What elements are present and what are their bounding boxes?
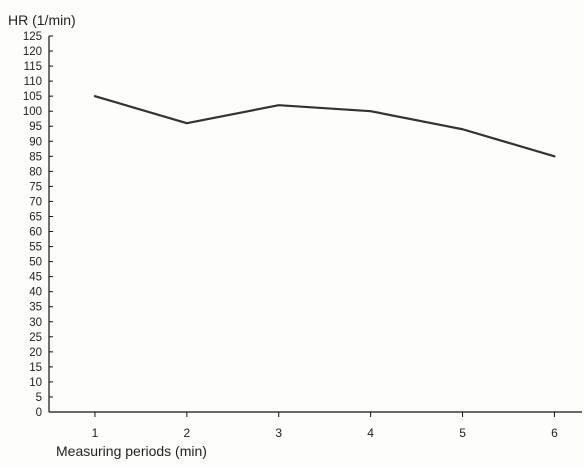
y-tick-label: 115 — [24, 61, 42, 73]
x-tick-label: 3 — [275, 426, 282, 440]
x-tick-label: 2 — [184, 426, 191, 440]
x-tick-label: 1 — [92, 426, 99, 440]
y-tick-label: 45 — [29, 272, 42, 284]
y-tick-label: 30 — [29, 317, 42, 329]
y-tick-label: 105 — [23, 91, 42, 103]
y-tick-label: 100 — [23, 106, 42, 118]
y-tick-label: 65 — [29, 211, 42, 223]
x-tick-label: 4 — [367, 426, 374, 440]
y-tick-label: 125 — [23, 31, 42, 43]
x-tick-label: 5 — [459, 426, 466, 440]
x-tick-label: 6 — [551, 426, 558, 440]
x-axis-ticks: 1 2 3 4 5 6 — [92, 412, 558, 440]
y-tick-label: 90 — [29, 136, 42, 148]
y-tick-label: 35 — [29, 302, 42, 314]
x-axis-label: Measuring periods (min) — [56, 443, 207, 459]
y-tick-label: 75 — [29, 181, 42, 193]
y-tick-label: 95 — [29, 121, 42, 133]
series-line — [93, 95, 556, 158]
y-axis-label: HR (1/min) — [8, 12, 76, 28]
y-tick-label: 70 — [29, 196, 42, 208]
y-tick-label: 25 — [29, 332, 42, 344]
y-axis-ticks: 0 5 10 15 20 25 30 35 40 45 50 55 60 65 70 75 80 85 90 95 10… — [23, 31, 53, 419]
y-tick-label: 20 — [29, 347, 42, 359]
y-tick-label: 120 — [23, 46, 42, 58]
y-tick-label: 80 — [29, 166, 42, 178]
y-tick-label: 5 — [36, 392, 42, 404]
y-tick-label: 110 — [24, 76, 42, 88]
y-tick-label: 85 — [29, 151, 42, 163]
y-tick-label: 40 — [29, 287, 42, 299]
y-tick-label: 10 — [29, 377, 42, 389]
y-tick-label: 60 — [29, 227, 42, 239]
y-tick-label: 50 — [29, 257, 42, 269]
y-tick-label: 15 — [29, 362, 42, 374]
y-tick-label: 0 — [36, 407, 42, 419]
y-tick-label: 55 — [29, 242, 42, 254]
